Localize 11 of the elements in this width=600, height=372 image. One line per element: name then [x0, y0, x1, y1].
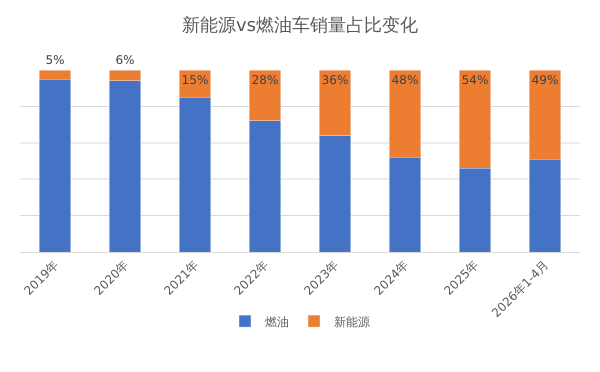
data-label: 36% — [322, 73, 348, 87]
data-label: 48% — [392, 73, 418, 87]
data-label: 54% — [462, 73, 488, 87]
legend-label: 燃油 — [265, 314, 289, 329]
data-label: 5% — [45, 53, 65, 67]
chart-title: 新能源vs燃油车销量占比变化 — [182, 15, 418, 36]
data-label: 15% — [182, 73, 208, 87]
data-label: 28% — [252, 73, 278, 87]
legend-label: 新能源 — [334, 314, 370, 329]
data-label: 6% — [115, 53, 135, 67]
data-label: 49% — [532, 73, 558, 87]
